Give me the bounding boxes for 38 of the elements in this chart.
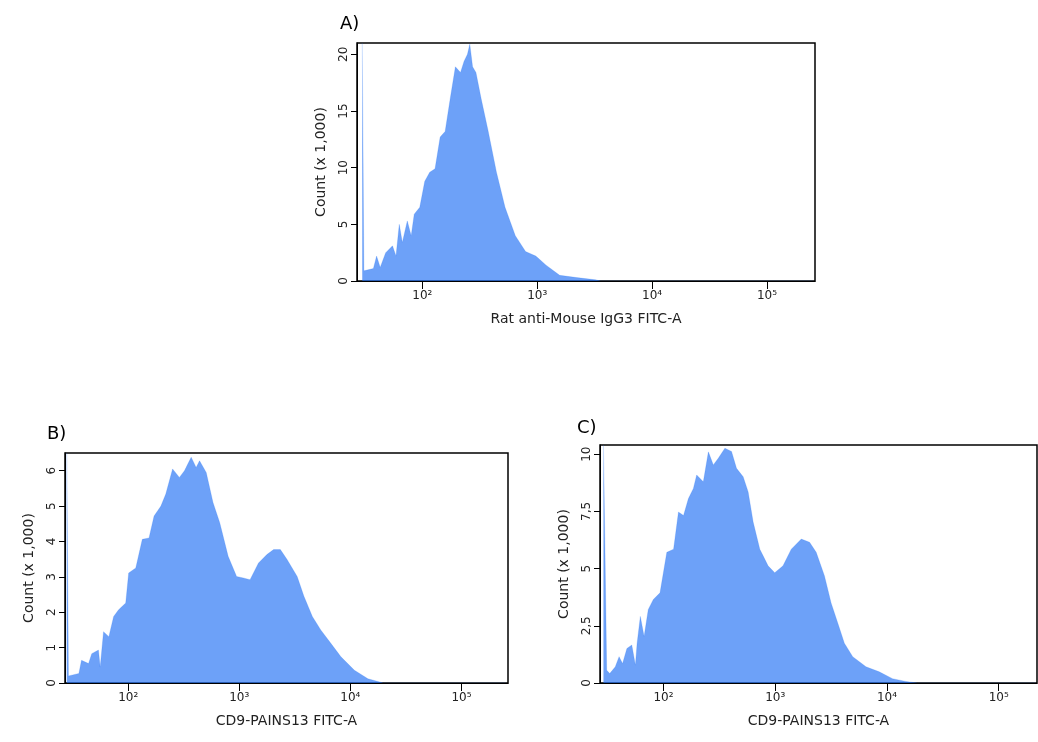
x-tick-label: 10³ [765,690,786,704]
y-axis-title: Count (x 1,000) [555,509,571,619]
x-tick-label: 10³ [527,288,548,302]
y-tick-label: 5 [44,502,58,510]
y-tick-label: 0 [579,679,593,687]
y-tick-label: 3 [44,573,58,581]
y-tick-label: 2,5 [579,616,593,636]
x-tick-label: 10⁴ [340,690,361,704]
x-tick-label: 10² [118,690,139,704]
y-axis-title: Count (x 1,000) [20,513,36,623]
y-tick-label: 20 [336,46,350,62]
y-tick-label: 7,5 [579,501,593,521]
chart-title: A) [340,11,360,33]
y-tick-label: 10 [579,446,593,462]
y-tick-label: 5 [336,220,350,229]
x-axis-title: CD9-PAINS13 FITC-A [747,712,890,728]
x-tick-label: 10² [653,690,674,704]
y-tick-label: 4 [44,537,58,546]
y-tick-label: 6 [44,466,58,475]
y-tick-label: 0 [336,277,350,285]
chart-title: B) [47,421,67,443]
x-tick-label: 10² [412,288,433,302]
x-tick-label: 10³ [229,690,250,704]
y-tick-label: 15 [336,103,350,119]
chart-title: C) [577,415,597,437]
x-tick-label: 10⁵ [988,690,1009,704]
y-axis-title: Count (x 1,000) [312,107,328,217]
y-tick-label: 0 [44,679,58,687]
y-tick-label: 1 [44,643,58,652]
x-tick-label: 10⁵ [451,690,472,704]
x-axis-title: CD9-PAINS13 FITC-A [215,712,358,728]
y-tick-label: 10 [336,160,350,176]
x-tick-label: 10⁴ [642,288,663,302]
x-tick-label: 10⁴ [876,690,898,704]
x-tick-label: 10⁵ [756,288,778,302]
y-tick-label: 5 [579,564,593,573]
y-tick-label: 2 [44,608,58,617]
x-axis-title: Rat anti-Mouse IgG3 FITC-A [490,310,682,326]
